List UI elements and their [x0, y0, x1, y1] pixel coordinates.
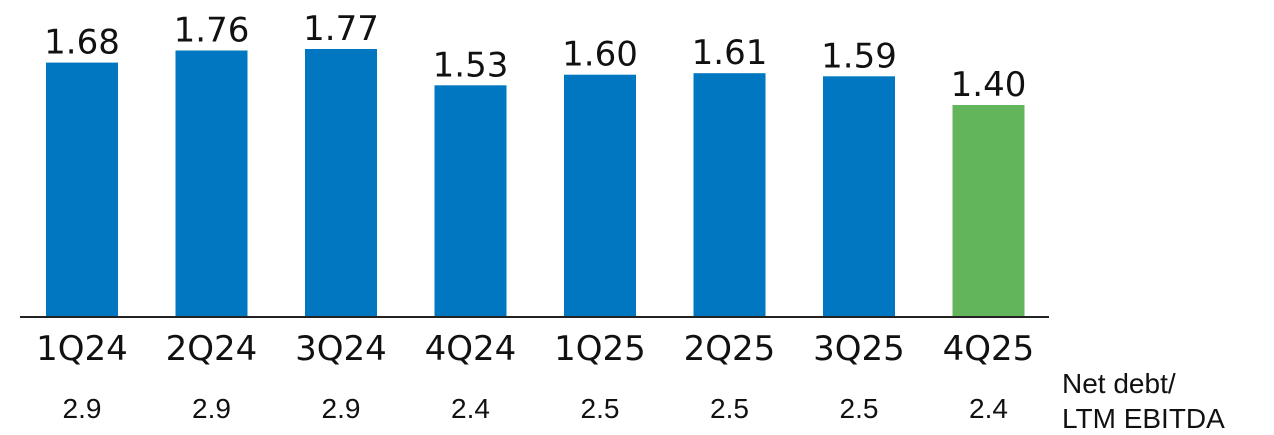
- category-label-2Q24: 2Q24: [166, 329, 258, 369]
- ratio-label-3Q24: 2.9: [322, 393, 361, 424]
- ratio-row-label-line1: Net debt/: [1062, 368, 1176, 399]
- bar-1Q24: [46, 62, 118, 317]
- category-label-3Q24: 3Q24: [295, 329, 387, 369]
- ratio-label-2Q24: 2.9: [192, 393, 231, 424]
- bar-2Q24: [175, 50, 248, 317]
- ratio-label-1Q25: 2.5: [581, 393, 620, 424]
- ratio-label-4Q24: 2.4: [451, 393, 490, 424]
- bar-4Q25: [952, 105, 1025, 317]
- ratio-label-2Q25: 2.5: [710, 393, 749, 424]
- value-label-1Q24: 1.68: [44, 23, 120, 63]
- bars-layer: [46, 49, 1025, 317]
- bar-3Q25: [823, 76, 895, 317]
- value-label-2Q24: 1.76: [174, 11, 250, 51]
- category-label-4Q24: 4Q24: [425, 329, 517, 369]
- ratio-label-4Q25: 2.4: [969, 393, 1008, 424]
- ratio-row-label-line2: LTM EBITDA: [1062, 403, 1225, 434]
- ratio-label-3Q25: 2.5: [840, 393, 879, 424]
- value-label-3Q24: 1.77: [303, 9, 379, 49]
- category-label-1Q25: 1Q25: [554, 329, 646, 369]
- category-label-2Q25: 2Q25: [684, 329, 776, 369]
- value-label-2Q25: 1.61: [692, 33, 768, 73]
- value-label-1Q25: 1.60: [562, 35, 638, 75]
- category-labels-layer: 1Q24 2Q24 3Q24 4Q24 1Q25 2Q25 3Q25 4Q25: [36, 329, 1034, 369]
- category-label-3Q25: 3Q25: [813, 329, 905, 369]
- bar-1Q25: [564, 74, 636, 317]
- bar-4Q24: [434, 85, 507, 317]
- category-label-4Q25: 4Q25: [943, 329, 1035, 369]
- value-label-4Q25: 1.40: [951, 65, 1027, 105]
- ratio-labels-layer: 2.9 2.9 2.9 2.4 2.5 2.5 2.5 2.4: [63, 393, 1008, 424]
- value-label-3Q25: 1.59: [821, 36, 897, 76]
- value-label-4Q24: 1.53: [433, 45, 509, 85]
- bar-3Q24: [305, 49, 377, 317]
- bar-2Q25: [693, 73, 766, 317]
- value-labels-layer: 1.68 1.76 1.77 1.53 1.60 1.61 1.59 1.40: [44, 9, 1026, 105]
- category-label-1Q24: 1Q24: [36, 329, 128, 369]
- ratio-label-1Q24: 2.9: [63, 393, 102, 424]
